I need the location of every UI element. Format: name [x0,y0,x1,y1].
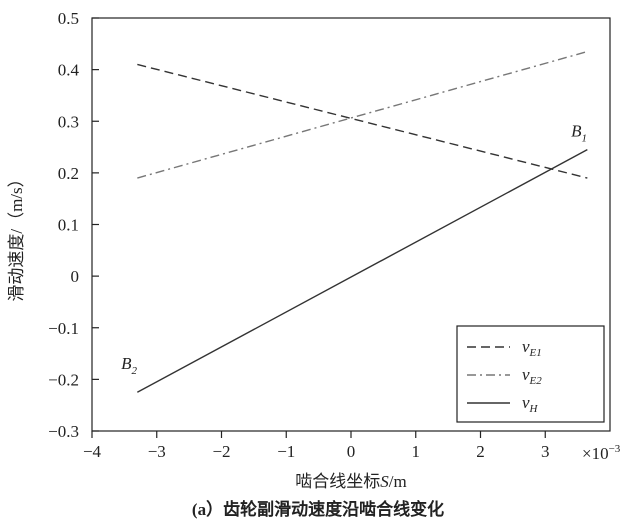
series-lines [136,50,588,393]
series-line-v-H [136,149,588,393]
point-label-sub: 1 [582,133,588,145]
y-tick-label: −0.1 [48,319,79,338]
point-label-sub: 2 [132,365,138,377]
legend-label-E1: vE1 [522,337,542,359]
x-tick-label: −2 [212,442,230,461]
x-tick-label: 0 [347,442,356,461]
y-tick-label: 0.4 [58,61,80,80]
x-tick-label: −4 [83,442,102,461]
legend-box [456,325,605,423]
x-axis-exponent-base: ×10 [582,444,609,463]
legend-label-sub: H [529,403,539,415]
legend-label-sub: E2 [529,375,543,387]
y-tick-label: 0.5 [58,9,79,28]
y-tick-label: 0.1 [58,216,79,235]
legend-label-main: v [522,337,530,356]
x-axis-title: 啮合线坐标S/m [295,472,406,491]
legend-label-sub: E1 [529,347,542,359]
point-label-B1: B1 [571,122,587,145]
y-tick-label: −0.2 [48,370,79,389]
y-tick-label: 0.3 [58,112,79,131]
y-axis-title: 滑动速度/（m/s） [7,170,26,301]
x-tick-label: −3 [148,442,166,461]
x-axis-exponent-power: −3 [609,443,621,455]
x-axis-exponent: ×10−3 [582,443,621,463]
x-axis-title-unit: /m [389,472,407,491]
x-tick-label: 1 [412,442,421,461]
figure-caption: (a）齿轮副滑动速度沿啮合线变化 [192,499,444,519]
series-line-v-E2 [137,50,588,179]
x-axis-title-var: S [380,472,389,491]
y-tick-label: 0 [71,267,80,286]
y-tick-label: −0.3 [48,422,79,441]
series-line-v-E1 [137,63,588,179]
legend-label-main: v [522,365,530,384]
point-label-main: B [121,354,132,373]
tick-marks [91,17,546,438]
x-tick-label: 3 [541,442,550,461]
tick-labels: −4 −3 −2 −1 0 1 2 3 −0.3 −0.2 −0.1 0 0.1 0.2 0.3 0.4 0.5 [48,9,549,461]
x-tick-label: −1 [277,442,295,461]
legend-label-main: v [522,393,530,412]
legend-label-H: vH [522,393,539,415]
x-tick-label: 2 [476,442,485,461]
point-label-main: B [571,122,582,141]
y-tick-label: 0.2 [58,164,79,183]
point-label-B2: B2 [121,354,137,377]
legend-label-E2: vE2 [522,365,542,387]
x-axis-title-text: 啮合线坐标 [295,472,380,491]
